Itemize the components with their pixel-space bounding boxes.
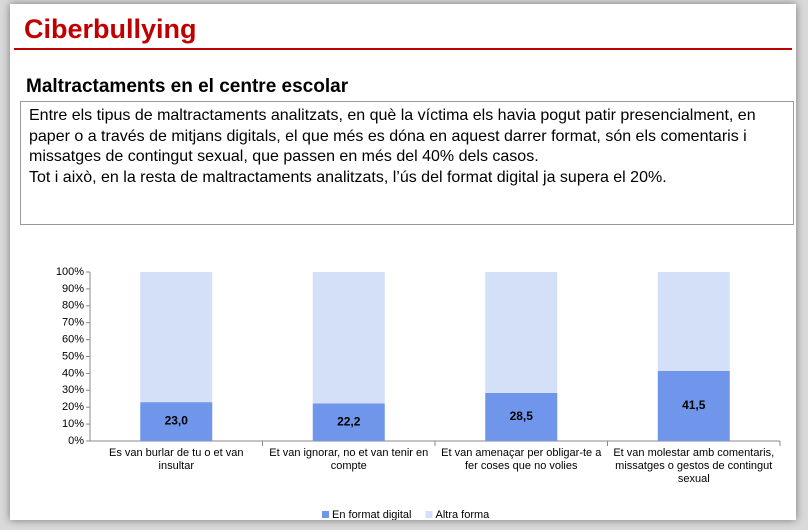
text-box: Entre els tipus de maltractaments analit…	[20, 101, 794, 225]
bar-segment	[657, 272, 730, 371]
bar-segment	[312, 272, 385, 404]
x-tick-label: Et van amenaçar per obligar-te a fer cos…	[441, 447, 602, 472]
x-tick-label-box: Et van ignorar, no et van tenir en compt…	[269, 447, 429, 472]
value-label: 23,0	[165, 414, 189, 428]
y-tick-label: 0%	[68, 435, 84, 447]
slide: Ciberbullying Maltractaments en el centr…	[10, 4, 796, 520]
bar-segment	[312, 403, 385, 441]
bar-segment	[485, 272, 558, 393]
y-tick-label: 20%	[62, 401, 84, 413]
y-tick-label: 90%	[62, 283, 84, 295]
bar-segment	[140, 402, 213, 441]
value-label: 41,5	[682, 398, 706, 412]
x-tick-label-box: Es van burlar de tu o et van insultar	[108, 447, 244, 472]
legend-label: En format digital	[332, 509, 411, 520]
value-label: 22,2	[337, 414, 361, 428]
y-tick-label: 70%	[62, 317, 84, 329]
x-tick-label-box: Et van amenaçar per obligar-te a fer cos…	[441, 447, 602, 472]
bar-segment	[485, 392, 558, 441]
x-tick-label: Et van molestar amb comentaris, missatge…	[613, 447, 775, 485]
title: Ciberbullying	[24, 14, 197, 44]
bar-segment	[140, 272, 213, 403]
legend-label: Altra forma	[435, 509, 490, 520]
y-tick-label: 80%	[62, 300, 84, 312]
legend-swatch	[322, 511, 329, 518]
y-tick-label: 40%	[62, 367, 84, 379]
paragraph: Entre els tipus de maltractaments analit…	[29, 107, 756, 165]
y-tick-label: 100%	[56, 266, 84, 278]
y-tick-label: 50%	[62, 350, 84, 362]
chart: 0% 10% 20% 30% 40% 50% 60% 70% 80% 90% 100% Es van …	[56, 266, 781, 520]
y-tick-label: 60%	[62, 334, 84, 346]
y-tick-label: 10%	[62, 418, 84, 430]
paragraph: Tot i això, en la resta de maltractament…	[29, 168, 667, 186]
x-tick-label: Et van ignorar, no et van tenir en compt…	[269, 447, 429, 472]
x-tick-label-box: Et van molestar amb comentaris, missatge…	[613, 447, 775, 485]
title-rule	[14, 48, 792, 50]
bar-segment	[657, 370, 730, 441]
legend-swatch	[425, 511, 433, 518]
y-tick-label: 30%	[62, 384, 84, 396]
value-label: 28,5	[510, 409, 534, 423]
x-tick-label: Es van burlar de tu o et van insultar	[108, 447, 244, 472]
subtitle: Maltractaments en el centre escolar	[26, 76, 349, 97]
